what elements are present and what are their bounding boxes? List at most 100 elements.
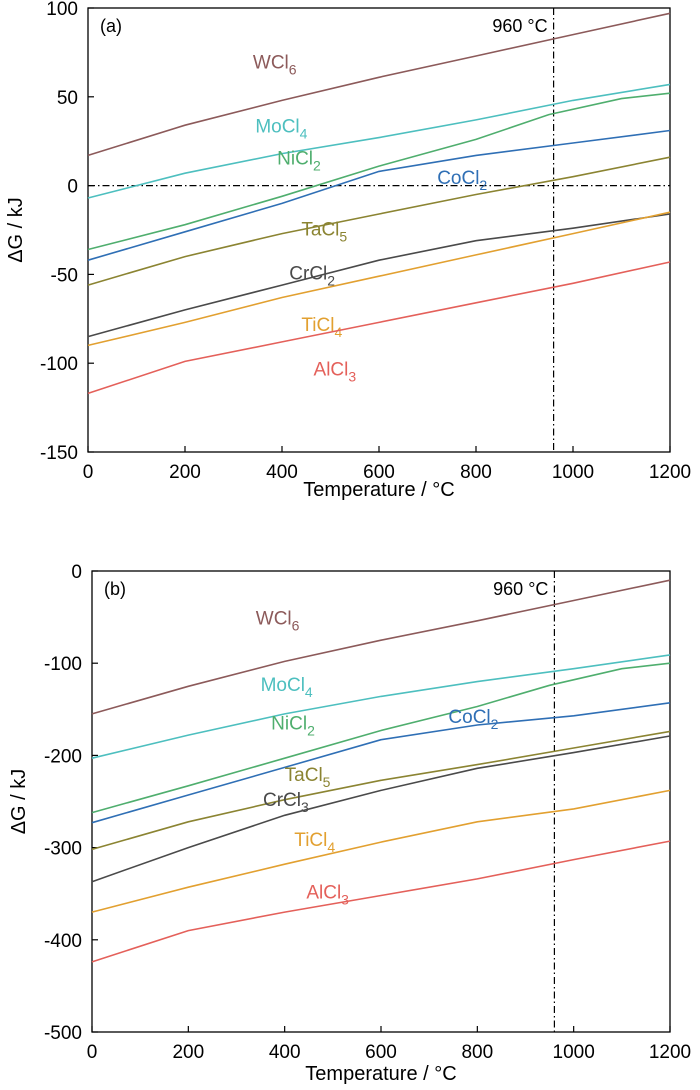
chart-0-y-tick-label: -150 xyxy=(40,443,78,464)
chart-0-series-line-ticl4 xyxy=(87,211,671,347)
chart-1-series-label-subscript: 5 xyxy=(323,774,331,790)
chart-1-series-line-nicl2 xyxy=(91,662,671,814)
chart-0-series-line-mocl4 xyxy=(87,83,671,199)
chart-0-series-line-crcl2 xyxy=(87,213,671,338)
chart-0-series-label-subscript: 4 xyxy=(300,125,308,141)
chart-1-series-label-subscript: 3 xyxy=(301,799,309,815)
chart-0-series-label-nicl2: NiCl2 xyxy=(277,148,321,173)
chart-1-x-axis-label-text: Temperature / xyxy=(305,1063,434,1085)
chart-0-series-label-base: NiCl xyxy=(277,148,313,169)
chart-0-series-label-cocl2: CoCl2 xyxy=(437,168,487,193)
chart-0-y-tick-label: -50 xyxy=(51,265,78,286)
chart-1-x-tick-label: 600 xyxy=(365,1042,397,1063)
chart-panel-b: 0 200 400 600 800 1000 1200 -500 -400 -300 -200 -10… xyxy=(8,562,691,1085)
chart-1-y-axis-label: ΔG / kJ xyxy=(8,769,30,835)
chart-1-series-label-ticl4: TiCl4 xyxy=(294,830,335,855)
chart-0-x-tick-label: 800 xyxy=(460,462,492,483)
chart-0-series-label-wcl6: WCl6 xyxy=(253,52,297,77)
chart-1-series-label-cocl2: CoCl2 xyxy=(448,707,498,732)
chart-panel-a: 0 200 400 600 800 1000 1200 -150 -100 -50 0 50 100 Te… xyxy=(5,0,691,501)
chart-1-series-line-ticl4 xyxy=(91,789,671,913)
chart-1-panel-label: (b) xyxy=(104,579,126,599)
chart-1-series-label-base: MoCl xyxy=(261,675,305,696)
chart-0-series-line-wcl6 xyxy=(87,12,671,157)
chart-0-series-line-cocl2 xyxy=(87,129,671,261)
chart-1-y-tick-label: -200 xyxy=(44,746,82,767)
chart-0-x-axis-label: Temperature / °C xyxy=(303,479,454,501)
chart-1-series-label-alcl3: AlCl3 xyxy=(306,882,349,907)
chart-1-series-line-alcl3 xyxy=(91,840,671,963)
chart-0-reference-line-label: 960 °C xyxy=(492,16,547,36)
chart-0-series-label-subscript: 5 xyxy=(339,228,347,244)
chart-1-y-tick-label: -100 xyxy=(44,654,82,675)
chart-0-series-label-subscript: 6 xyxy=(289,61,297,77)
chart-1-reference-line-label: 960 °C xyxy=(493,579,548,599)
chart-1-series-line-wcl6 xyxy=(91,579,671,715)
chart-1-y-tick-label: -400 xyxy=(44,931,82,952)
chart-1-series-label-subscript: 4 xyxy=(305,684,313,700)
chart-1-series-label-tacl5: TaCl5 xyxy=(285,765,331,790)
chart-0-series-label-alcl3: AlCl3 xyxy=(314,360,357,385)
chart-1-series-label-subscript: 2 xyxy=(491,716,499,732)
chart-0-series-label-base: MoCl xyxy=(255,116,299,137)
chart-1-x-tick-label: 1200 xyxy=(649,1042,691,1063)
chart-1-series-label-wcl6: WCl6 xyxy=(256,608,300,633)
chart-0-plot-frame xyxy=(87,7,671,453)
chart-0-y-axis-label: ΔG / kJ xyxy=(5,197,27,263)
chart-0-x-tick-label: 1000 xyxy=(552,462,594,483)
chart-1-x-axis-unit: °C xyxy=(434,1063,456,1085)
chart-0-y-tick-label: 0 xyxy=(67,177,78,198)
chart-1-series-label-nicl2: NiCl2 xyxy=(271,714,315,739)
chart-0-series-label-crcl2: CrCl2 xyxy=(289,264,335,289)
chart-1-x-tick-label: 1000 xyxy=(553,1042,595,1063)
chart-0-series-label-base: TaCl xyxy=(301,219,339,240)
chart-1-series-label-subscript: 6 xyxy=(292,617,300,633)
chart-1-series-label-base: WCl xyxy=(256,608,292,629)
chart-0-x-axis-unit: °C xyxy=(432,479,454,501)
chart-0-series-label-tacl5: TaCl5 xyxy=(301,219,347,244)
chart-1-series-label-base: TiCl xyxy=(294,830,327,851)
chart-0-series-label-subscript: 2 xyxy=(327,273,335,289)
chart-1-series-label-base: AlCl xyxy=(306,882,341,903)
chart-1-series-label-crcl3: CrCl3 xyxy=(263,790,309,815)
chart-0-x-tick-label: 0 xyxy=(83,462,94,483)
chart-0-series-label-subscript: 2 xyxy=(313,157,321,173)
chart-1-series-label-mocl4: MoCl4 xyxy=(261,675,313,700)
chart-1-y-tick-label: -300 xyxy=(44,839,82,860)
chart-1-series-line-mocl4 xyxy=(91,654,671,759)
chart-0-x-axis-label-text: Temperature / xyxy=(303,479,432,501)
chart-0-y-tick-label: 50 xyxy=(57,88,78,109)
chart-1-x-tick-label: 0 xyxy=(87,1042,98,1063)
chart-1-series-line-cocl2 xyxy=(91,702,671,824)
chart-1-y-tick-label: -500 xyxy=(44,1023,82,1044)
chart-1-series-label-subscript: 2 xyxy=(307,723,315,739)
chart-0-series-label-subscript: 3 xyxy=(348,369,356,385)
chart-1-series-label-subscript: 4 xyxy=(327,839,335,855)
chart-1-series-label-base: NiCl xyxy=(271,714,307,735)
chart-1-x-tick-label: 400 xyxy=(269,1042,301,1063)
chart-0-series-label-subscript: 4 xyxy=(334,324,342,340)
chart-0-series-label-mocl4: MoCl4 xyxy=(255,116,307,141)
chart-0-x-tick-label: 1200 xyxy=(649,462,691,483)
chart-1-x-tick-label: 800 xyxy=(461,1042,493,1063)
chart-0-x-tick-label: 400 xyxy=(266,462,298,483)
chart-0-series-line-alcl3 xyxy=(87,261,671,395)
chart-0-series-label-base: CoCl xyxy=(437,168,479,189)
chart-1-y-tick-label: 0 xyxy=(71,562,82,583)
chart-1-series-line-crcl3 xyxy=(91,735,671,883)
chart-1-series-line-tacl5 xyxy=(91,730,671,851)
chart-1-series-label-subscript: 3 xyxy=(341,891,349,907)
chart-0-series-label-base: TiCl xyxy=(301,315,334,336)
chart-0-x-tick-label: 600 xyxy=(363,462,395,483)
chart-0-x-tick-label: 200 xyxy=(169,462,201,483)
chart-1-x-axis-label: Temperature / °C xyxy=(305,1063,456,1085)
chart-0-series-label-ticl4: TiCl4 xyxy=(301,315,342,340)
chart-1-x-tick-label: 200 xyxy=(172,1042,204,1063)
chart-0-series-label-base: CrCl xyxy=(289,264,327,285)
chart-0-series-label-base: WCl xyxy=(253,52,289,73)
chart-0-series-line-tacl5 xyxy=(87,156,671,286)
chart-1-series-label-base: CrCl xyxy=(263,790,301,811)
chart-0-series-label-subscript: 2 xyxy=(479,177,487,193)
chart-0-panel-label: (a) xyxy=(100,16,122,36)
